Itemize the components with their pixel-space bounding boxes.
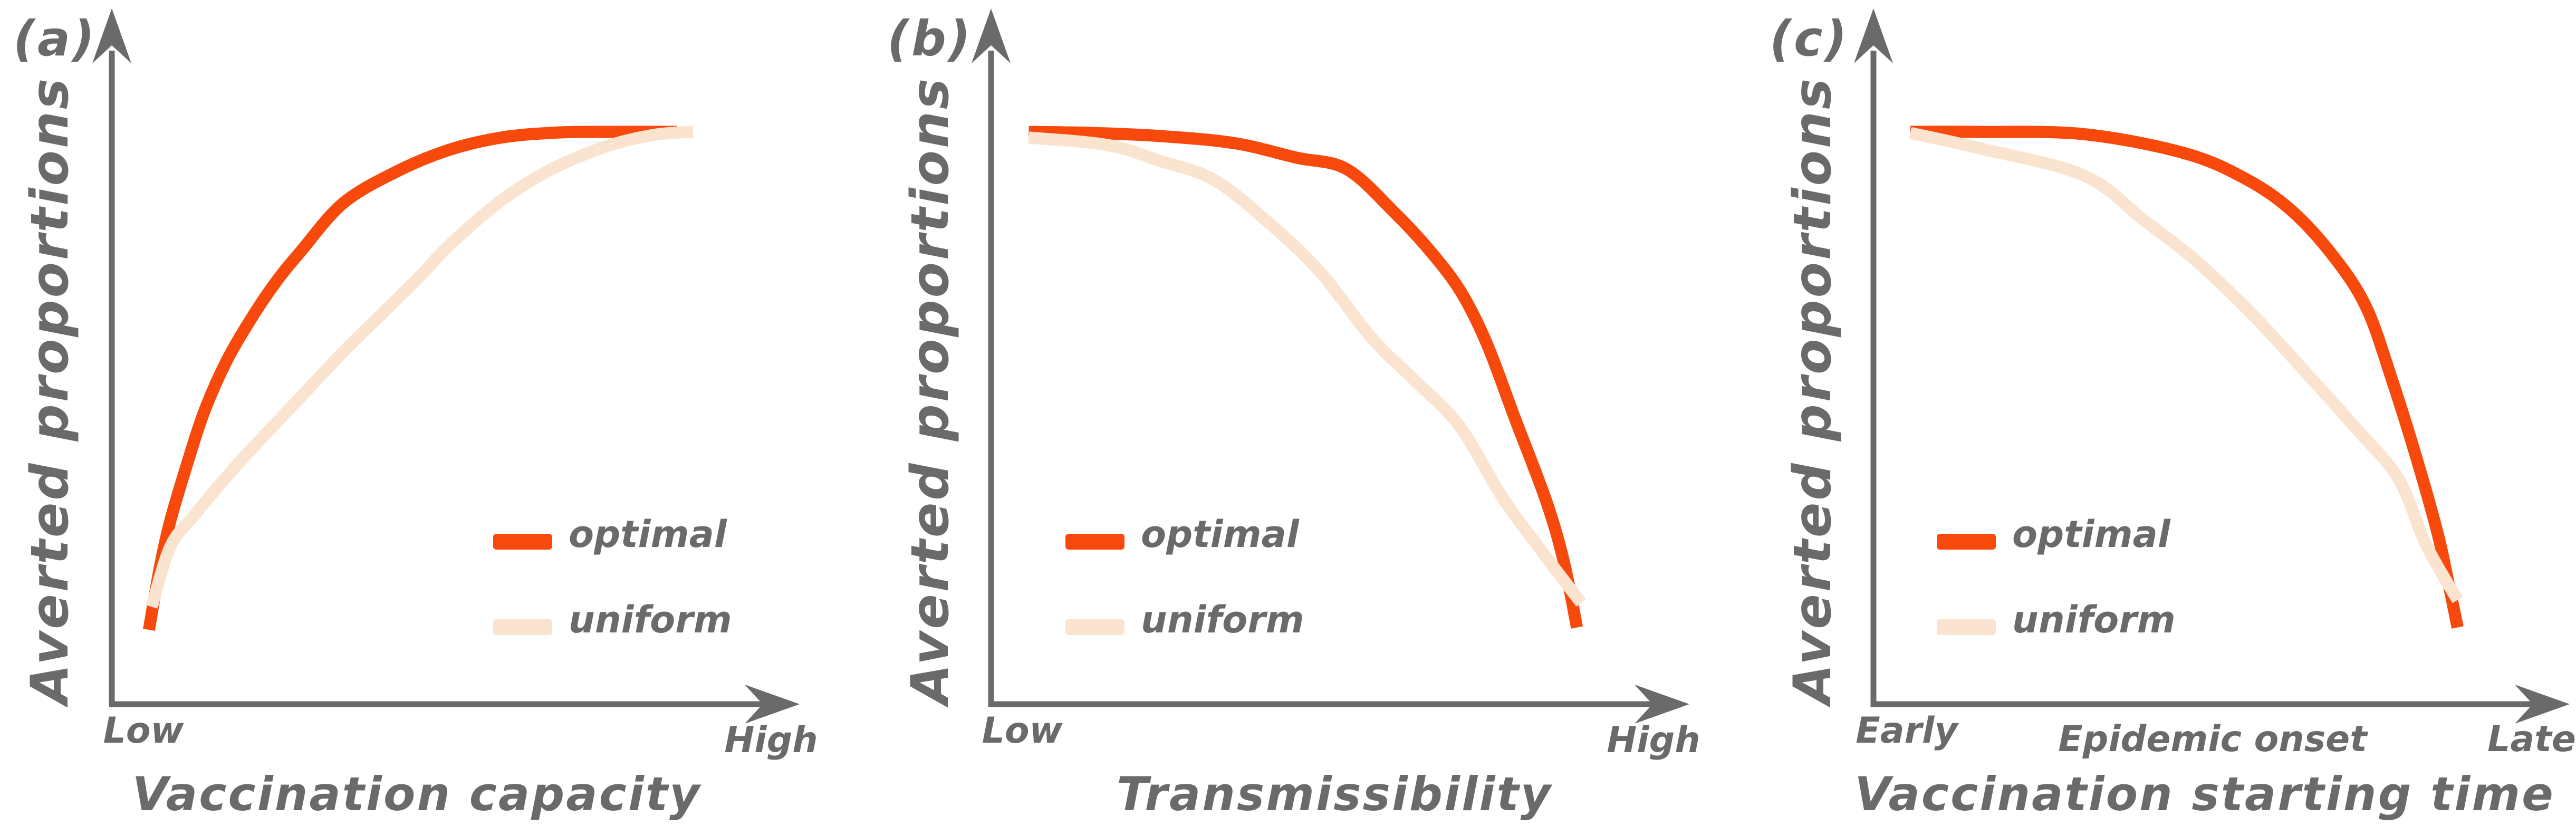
panel-b-legend-swatch-uniform <box>1065 619 1124 635</box>
panel-b-label: (b) <box>887 11 973 67</box>
panel-c-label: (c) <box>1770 11 1849 67</box>
panel-c-y-axis-title: Averted proportions <box>1783 76 1843 705</box>
panel-b-x-tick-low: Low <box>982 710 1063 752</box>
panel-c-legend-swatch-optimal <box>1937 534 1996 550</box>
panel-c-x-tick-early: Early <box>1856 710 1958 752</box>
panel-a-x-tick-high: High <box>724 719 818 761</box>
panel-b-legend-label-uniform: uniform <box>1141 598 1304 641</box>
panel-b-x-axis-title: Transmissibility <box>1117 767 1552 821</box>
panel-a-x-tick-low: Low <box>103 710 184 752</box>
panel-b-legend-label-optimal: optimal <box>1141 513 1299 556</box>
panel-b-x-tick-high: High <box>1607 719 1700 761</box>
panel-a-legend-label-uniform: uniform <box>569 598 732 641</box>
panel-a-legend-swatch-optimal <box>493 534 552 550</box>
panel-c-legend-label-uniform: uniform <box>2012 598 2176 641</box>
panel-a-legend-label-optimal: optimal <box>569 513 727 556</box>
panel-c-x-tick-epidemic-onset: Epidemic onset <box>2058 718 2367 760</box>
panel-a-x-axis-title: Vaccination capacity <box>132 767 701 821</box>
panel-a-legend-swatch-uniform <box>493 619 552 635</box>
panel-c-legend-swatch-uniform <box>1937 619 1996 635</box>
panel-c-x-tick-late: Late <box>2487 718 2576 760</box>
panel-a-label: (a) <box>13 11 97 67</box>
panel-c-legend-label-optimal: optimal <box>2012 513 2170 556</box>
panel-b-legend-swatch-optimal <box>1065 534 1124 550</box>
panel-c-x-axis-title: Vaccination starting time <box>1854 767 2555 821</box>
